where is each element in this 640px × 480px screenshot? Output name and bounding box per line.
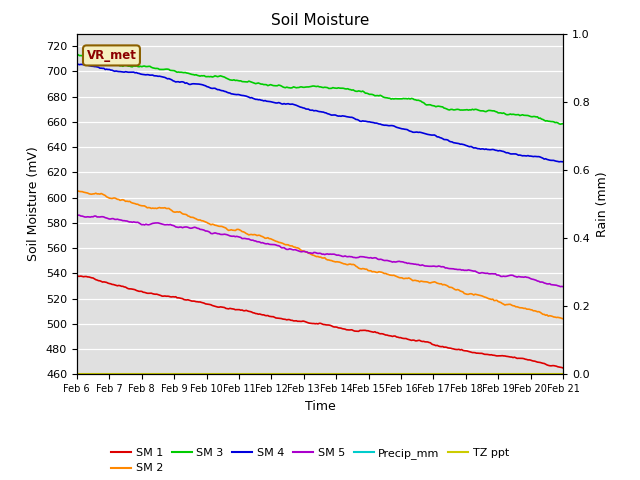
SM 4	[559, 159, 567, 165]
Line: SM 3: SM 3	[77, 54, 563, 124]
Precip_mm	[132, 371, 140, 377]
SM 4	[532, 154, 540, 159]
SM 5	[134, 219, 141, 225]
SM 2	[244, 231, 252, 237]
Y-axis label: Soil Moisture (mV): Soil Moisture (mV)	[28, 146, 40, 262]
SM 4	[243, 93, 250, 99]
TZ ppt	[73, 371, 81, 377]
Y-axis label: Rain (mm): Rain (mm)	[596, 171, 609, 237]
Line: SM 2: SM 2	[77, 191, 563, 319]
SM 5	[220, 231, 227, 237]
SM 5	[236, 234, 243, 240]
Precip_mm	[73, 371, 81, 377]
TZ ppt	[285, 371, 293, 377]
Precip_mm	[285, 371, 293, 377]
TZ ppt	[243, 371, 250, 377]
SM 5	[244, 236, 252, 242]
Precip_mm	[532, 371, 540, 377]
SM 1	[73, 273, 81, 279]
SM 2	[73, 189, 81, 194]
SM 2	[74, 188, 82, 194]
TZ ppt	[218, 371, 226, 377]
SM 1	[285, 317, 293, 323]
SM 2	[559, 316, 567, 322]
Line: SM 5: SM 5	[77, 215, 563, 287]
SM 4	[73, 61, 81, 67]
SM 1	[234, 307, 242, 312]
SM 1	[559, 365, 567, 371]
TZ ppt	[234, 371, 242, 377]
Title: Soil Moisture: Soil Moisture	[271, 13, 369, 28]
SM 3	[532, 114, 540, 120]
SM 3	[559, 121, 567, 127]
SM 1	[132, 288, 140, 293]
SM 2	[236, 227, 243, 233]
SM 3	[234, 78, 242, 84]
X-axis label: Time: Time	[305, 400, 335, 413]
SM 3	[73, 51, 81, 57]
Precip_mm	[243, 371, 250, 377]
SM 4	[132, 70, 140, 75]
Precip_mm	[234, 371, 242, 377]
SM 3	[218, 73, 226, 79]
Line: SM 4: SM 4	[77, 64, 563, 162]
SM 2	[534, 309, 541, 315]
SM 2	[287, 243, 294, 249]
SM 1	[218, 304, 226, 310]
SM 2	[134, 202, 141, 207]
Precip_mm	[218, 371, 226, 377]
SM 5	[287, 246, 294, 252]
SM 5	[73, 213, 81, 218]
SM 5	[534, 278, 541, 284]
TZ ppt	[532, 371, 540, 377]
SM 1	[243, 308, 250, 313]
SM 5	[74, 212, 82, 218]
TZ ppt	[132, 371, 140, 377]
SM 4	[556, 159, 563, 165]
Precip_mm	[559, 371, 567, 377]
Text: VR_met: VR_met	[86, 49, 136, 62]
SM 4	[218, 88, 226, 94]
SM 4	[234, 92, 242, 97]
Line: SM 1: SM 1	[77, 276, 563, 368]
SM 3	[285, 85, 293, 91]
Legend: SM 1, SM 2, SM 3, SM 4, SM 5, Precip_mm, TZ ppt: SM 1, SM 2, SM 3, SM 4, SM 5, Precip_mm,…	[107, 444, 513, 478]
SM 5	[559, 284, 567, 289]
SM 3	[243, 79, 250, 85]
SM 2	[220, 224, 227, 230]
SM 4	[285, 101, 293, 107]
SM 1	[532, 359, 540, 364]
SM 3	[132, 63, 140, 69]
TZ ppt	[559, 371, 567, 377]
SM 3	[557, 121, 564, 127]
